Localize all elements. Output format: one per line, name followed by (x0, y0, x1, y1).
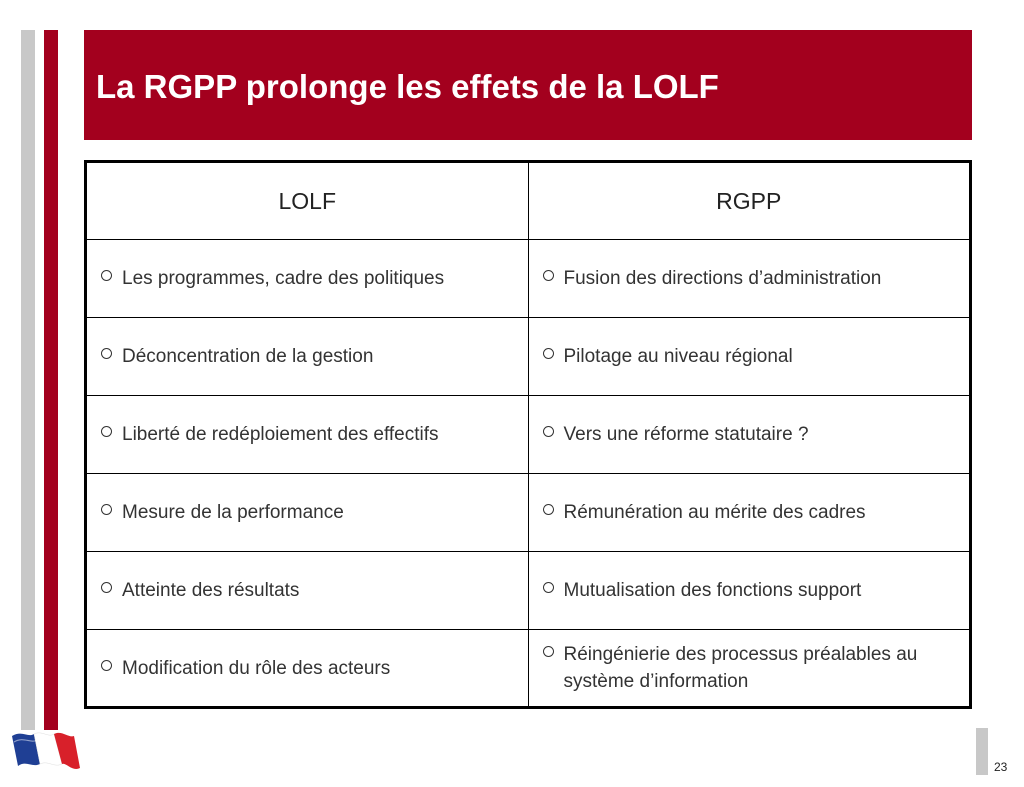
hollow-circle-icon (101, 504, 112, 515)
cell-text: Mesure de la performance (122, 502, 344, 523)
table-cell: Réingénierie des processus préalables au… (527, 629, 971, 708)
cell-text: Atteinte des résultats (122, 580, 300, 601)
table-cell: Vers une réforme statutaire ? (527, 395, 971, 474)
hollow-circle-icon (542, 426, 554, 437)
table-row: Modification du rôle des acteurs Réingén… (85, 629, 971, 708)
table-cell: Mutualisation des fonctions support (527, 551, 971, 630)
cell-text: Pilotage au niveau régional (563, 346, 793, 367)
table-cell: Fusion des directions d’administration (527, 239, 971, 318)
slide-title: La RGPP prolonge les effets de la LOLF (96, 68, 719, 105)
table-row: Liberté de redéploiement des effectifs V… (85, 395, 971, 474)
table-row: Déconcentration de la gestion Pilotage a… (85, 317, 971, 396)
table-cell: Atteinte des résultats (85, 551, 529, 630)
column-header-lolf: LOLF (85, 161, 529, 240)
hollow-circle-icon (542, 348, 554, 359)
table-header-row: LOLF RGPP (85, 161, 971, 240)
french-flag-icon (12, 732, 80, 769)
table-row: Atteinte des résultats Mutualisation des… (85, 551, 971, 630)
cell-text: Vers une réforme statutaire ? (563, 424, 809, 445)
table-cell: Liberté de redéploiement des effectifs (85, 395, 529, 474)
title-bar: La RGPP prolonge les effets de la LOLF (84, 30, 972, 140)
left-red-stripe (44, 30, 58, 730)
table-cell: Pilotage au niveau régional (527, 317, 971, 396)
cell-text: Fusion des directions d’administration (563, 268, 882, 289)
column-header-rgpp: RGPP (527, 161, 971, 240)
table-row: Mesure de la performance Rémunération au… (85, 473, 971, 552)
footer-grey-bar (976, 728, 988, 775)
page-number: 23 (994, 760, 1008, 774)
comparison-table: LOLF RGPP Les programmes, cadre des poli… (84, 160, 972, 709)
hollow-circle-icon (542, 270, 554, 281)
hollow-circle-icon (542, 504, 554, 515)
hollow-circle-icon (101, 348, 112, 359)
table-cell: Rémunération au mérite des cadres (527, 473, 971, 552)
table-row: Les programmes, cadre des politiques Fus… (85, 239, 971, 318)
hollow-circle-icon (101, 270, 112, 281)
hollow-circle-icon (101, 582, 112, 593)
cell-text: Modification du rôle des acteurs (122, 657, 391, 679)
cell-text: Mutualisation des fonctions support (563, 580, 862, 601)
table-cell: Mesure de la performance (85, 473, 529, 552)
left-grey-stripe (21, 30, 35, 730)
cell-text: Réingénierie des processus préalables au… (563, 644, 918, 692)
cell-text: Rémunération au mérite des cadres (563, 502, 866, 523)
hollow-circle-icon (101, 426, 112, 437)
cell-text: Déconcentration de la gestion (122, 346, 374, 367)
hollow-circle-icon (101, 659, 112, 671)
cell-text: Les programmes, cadre des politiques (122, 268, 445, 289)
hollow-circle-icon (542, 582, 554, 593)
cell-text: Liberté de redéploiement des effectifs (122, 424, 439, 445)
table-cell: Les programmes, cadre des politiques (85, 239, 529, 318)
table-cell: Modification du rôle des acteurs (85, 629, 529, 708)
table-cell: Déconcentration de la gestion (85, 317, 529, 396)
hollow-circle-icon (542, 646, 554, 657)
